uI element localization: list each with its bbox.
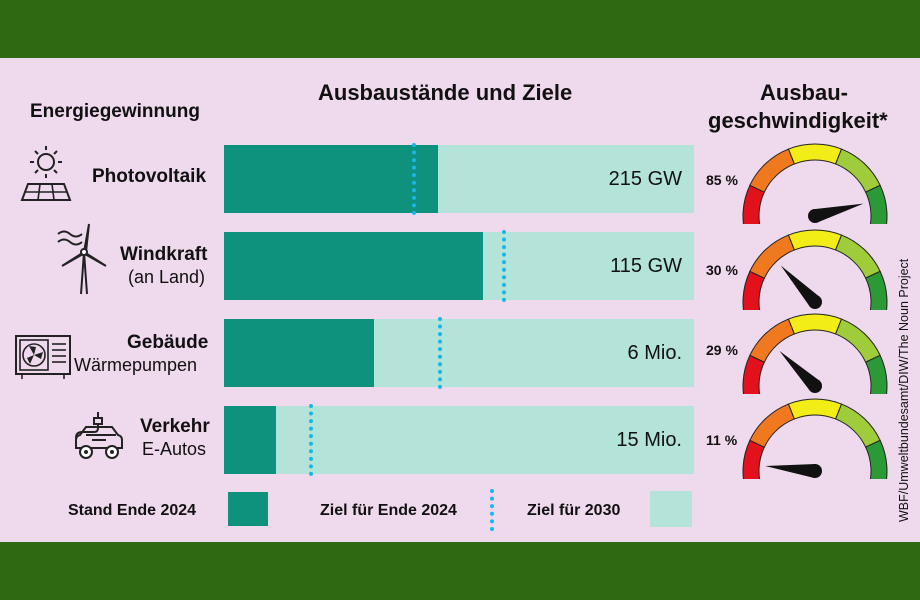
legend-label-stand: Stand Ende 2024 <box>68 502 197 519</box>
bar-value-label: 6 Mio. <box>627 342 682 364</box>
source-credit: WBF/Umweltbundesamt/DIW/The Noun Project <box>897 258 911 522</box>
legend-swatch-target-2024 <box>490 489 494 531</box>
legend-label-target-2024: Ziel für Ende 2024 <box>320 502 457 519</box>
gauge-percent-label: 29 % <box>706 342 738 358</box>
bar-stand-2024 <box>224 406 276 474</box>
gauge-needle-hub <box>808 209 822 223</box>
bar-value-label: 15 Mio. <box>616 429 682 451</box>
speed-gauge <box>742 313 888 394</box>
legend-swatch-target-2030 <box>650 491 692 527</box>
marker-target-2024 <box>309 404 314 476</box>
gauge-segment-lightgreen <box>834 148 881 193</box>
bottom-frame <box>0 542 920 600</box>
gauge-segment-green <box>865 354 888 394</box>
gauge-needle <box>765 464 816 478</box>
gauge-segment-orange <box>749 403 796 448</box>
bar-value-label: 215 GW <box>608 168 682 190</box>
gauge-segment-yellow <box>787 143 843 165</box>
speed-gauge <box>742 229 888 310</box>
gauge-segment-green <box>865 184 888 224</box>
solar-panel-icon <box>20 146 72 201</box>
gauge-segment-yellow <box>787 398 843 420</box>
row-title: Gebäude <box>127 332 209 353</box>
row-title: Windkraft <box>120 244 208 265</box>
bar-target-2030: 6 Mio. <box>224 317 694 389</box>
gauge-segment-green <box>865 439 888 479</box>
row-title: Verkehr <box>140 416 210 437</box>
gauge-segment-lightgreen <box>834 318 881 363</box>
marker-target-2024 <box>412 143 417 215</box>
wind-turbine-icon <box>57 223 107 295</box>
gauge-needle-hub <box>808 379 822 393</box>
gauge-percent-label: 30 % <box>706 262 738 278</box>
gauge-segment-yellow <box>787 229 843 251</box>
gauge-segment-lightgreen <box>834 234 881 279</box>
electric-car-icon <box>75 412 123 459</box>
gauge-segment-yellow <box>787 313 843 335</box>
gauge-needle <box>780 265 821 307</box>
speed-gauge <box>742 143 888 224</box>
gauge-percent-label: 85 % <box>706 172 738 188</box>
row-subtitle: Wärmepumpen <box>74 355 198 375</box>
gauge-needle-hub <box>808 295 822 309</box>
bar-stand-2024 <box>224 232 484 300</box>
main-title: Ausbaustände und Ziele <box>318 80 573 105</box>
speed-title-line2: geschwindigkeit* <box>708 108 888 133</box>
gauge-percent-label: 11 % <box>706 432 738 448</box>
bar-target-2030: 15 Mio. <box>224 404 694 476</box>
legend-swatch-stand <box>228 492 268 526</box>
category-column-title: Energiegewinnung <box>30 101 200 122</box>
gauge-segment-orange <box>749 318 796 363</box>
row-subtitle: E-Autos <box>142 439 207 459</box>
gauge-segment-orange <box>749 148 796 193</box>
heat-pump-icon <box>15 335 71 379</box>
top-frame <box>0 0 920 58</box>
gauge-needle-hub <box>808 464 822 478</box>
bar-target-2030: 215 GW <box>224 143 694 215</box>
legend-label-target-2030: Ziel für 2030 <box>527 502 621 519</box>
gauge-segment-green <box>865 270 888 310</box>
marker-target-2024 <box>438 317 443 389</box>
gauge-needle <box>779 350 820 391</box>
bar-stand-2024 <box>224 319 375 387</box>
speed-gauge <box>742 398 888 479</box>
speed-title-line1: Ausbau- <box>760 80 848 105</box>
row-title: Photovoltaik <box>92 166 207 187</box>
bar-value-label: 115 GW <box>610 255 682 277</box>
marker-target-2024 <box>502 230 507 302</box>
row-subtitle: (an Land) <box>128 267 206 287</box>
gauge-segment-lightgreen <box>834 403 881 448</box>
bar-target-2030: 115 GW <box>224 230 694 302</box>
gauge-needle <box>813 203 864 223</box>
bar-stand-2024 <box>224 145 439 213</box>
